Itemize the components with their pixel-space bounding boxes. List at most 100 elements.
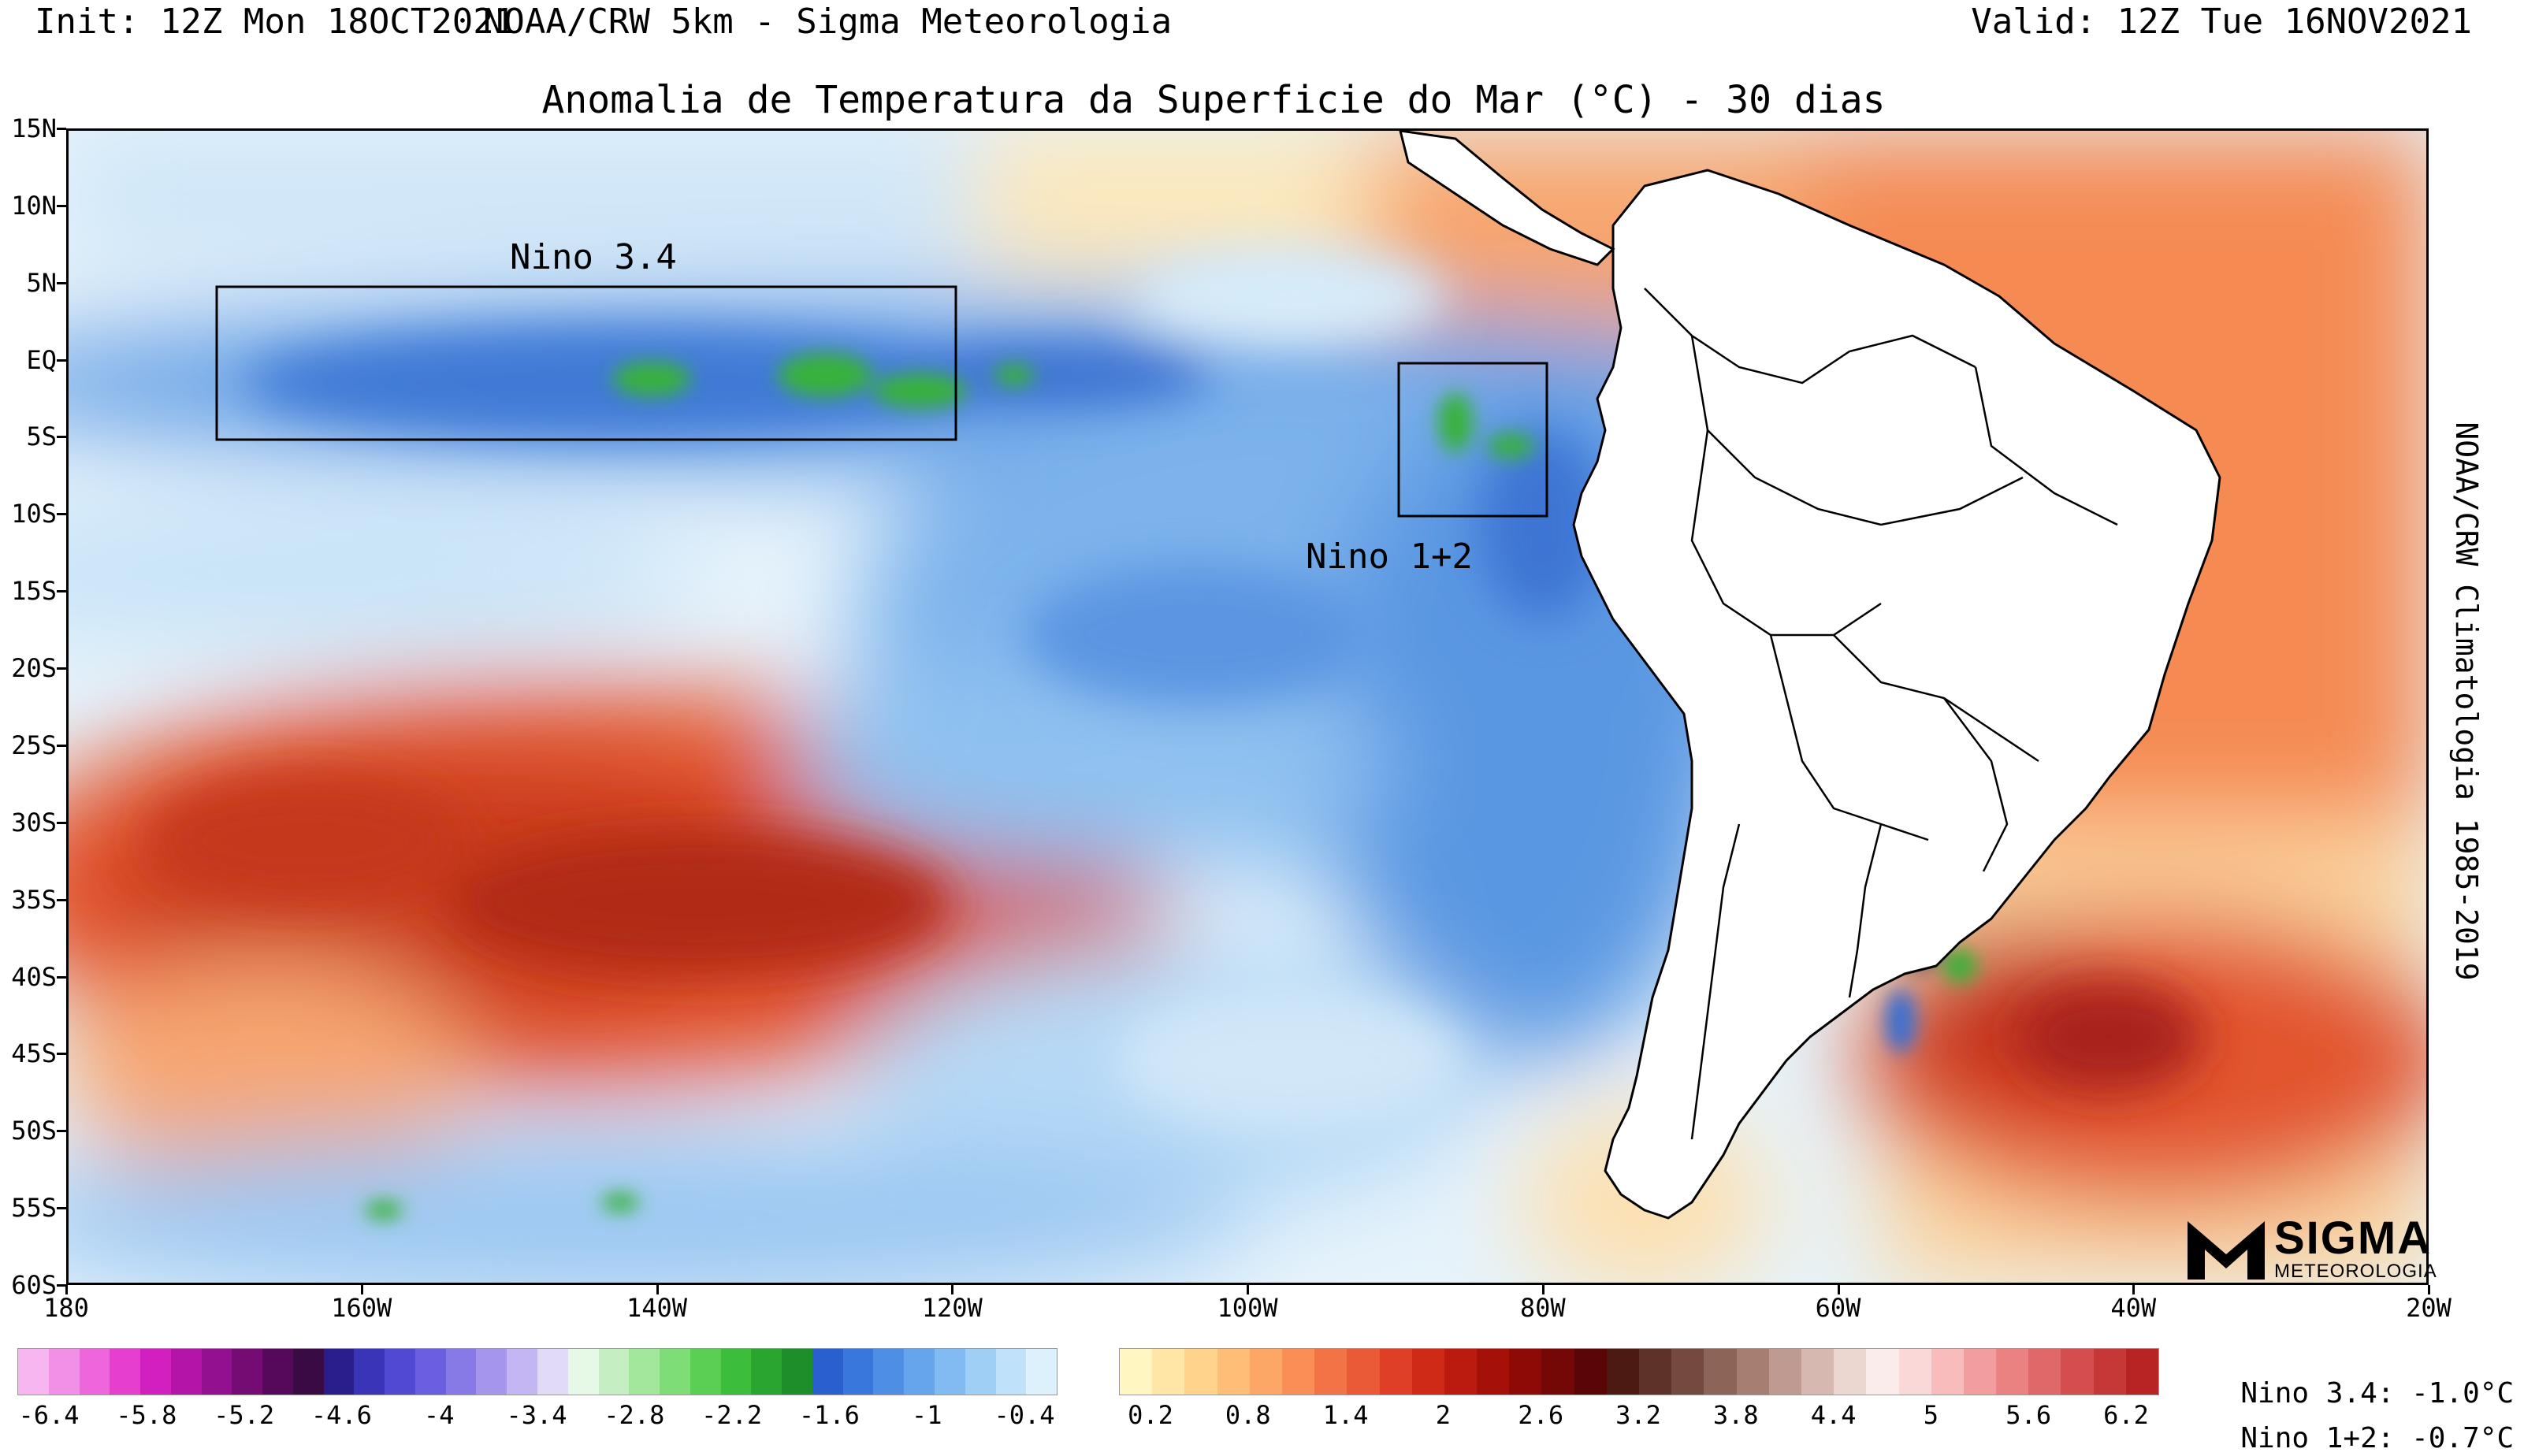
colorbar-swatch — [354, 1349, 385, 1395]
colorbar-swatch — [537, 1349, 568, 1395]
logo-name: SIGMA — [2274, 1213, 2433, 1264]
colorbar-swatch — [1996, 1349, 2029, 1395]
colorbar-label: 0.8 — [1225, 1400, 1271, 1430]
colorbar-swatch — [1509, 1349, 1542, 1395]
colorbar-swatch — [2028, 1349, 2061, 1395]
lat-tick — [57, 513, 66, 516]
colorbar-swatch — [690, 1349, 721, 1395]
climatology-label: NOAA/CRW Climatologia 1985-2019 — [2449, 422, 2484, 981]
lon-tick — [360, 1285, 363, 1294]
lat-tick-label: 5N — [26, 267, 57, 298]
lon-tick-label: 100W — [1217, 1293, 1278, 1323]
lat-tick-label: EQ — [26, 344, 57, 375]
colorbar-swatch — [18, 1349, 49, 1395]
colorbar-swatch — [567, 1349, 599, 1395]
colorbar-label: -1.6 — [798, 1400, 860, 1430]
lat-tick-label: 15S — [11, 576, 57, 607]
lon-tick — [2428, 1285, 2430, 1294]
lat-tick-label: 45S — [11, 1038, 57, 1069]
colorbar-label: 6.2 — [2103, 1400, 2149, 1430]
lat-tick — [57, 1207, 66, 1210]
lat-tick-label: 5S — [26, 422, 57, 452]
colorbar-swatch — [904, 1349, 935, 1395]
colorbar-swatch — [262, 1349, 293, 1395]
lat-tick-label: 10S — [11, 499, 57, 529]
lat-tick — [57, 204, 66, 207]
nino12-index: Nino 1+2: -0.7°C — [2206, 1387, 2514, 1456]
colorbar-label: -6.4 — [18, 1400, 80, 1430]
colorbar-swatch — [598, 1349, 630, 1395]
lon-tick — [1541, 1285, 1545, 1294]
country-borders — [1644, 288, 2118, 1140]
lat-tick — [57, 898, 66, 901]
lat-tick — [57, 590, 66, 593]
colorbar-swatch — [476, 1349, 507, 1395]
lat-tick — [57, 667, 66, 670]
lon-tick — [951, 1285, 954, 1294]
lon-tick — [656, 1285, 659, 1294]
colorbar-swatch — [1281, 1349, 1315, 1395]
colorbar-swatch — [1152, 1349, 1185, 1395]
colorbar-swatch — [842, 1349, 874, 1395]
colorbar-swatch — [812, 1349, 843, 1395]
colorbar-swatch — [507, 1349, 538, 1395]
colorbar-swatch — [79, 1349, 110, 1395]
colorbar-swatch — [445, 1349, 477, 1395]
colorbar-label: 5.6 — [2005, 1400, 2052, 1430]
lat-tick — [57, 744, 66, 747]
lat-tick-label: 25S — [11, 730, 57, 760]
sst-anomaly-map: Nino 3.4 Nino 1+2 — [66, 128, 2429, 1285]
colorbar-swatch — [1639, 1349, 1672, 1395]
colorbar-swatch — [934, 1349, 965, 1395]
colorbar-label: -2.8 — [604, 1400, 665, 1430]
colorbar-swatch — [1768, 1349, 1801, 1395]
lat-tick — [57, 358, 66, 362]
colorbar-swatch — [414, 1349, 446, 1395]
colorbar-label: -4 — [423, 1400, 455, 1430]
colorbar-swatch — [1314, 1349, 1347, 1395]
colorbar-swatch — [720, 1349, 752, 1395]
lat-tick — [57, 975, 66, 979]
lon-tick — [1837, 1285, 1840, 1294]
lat-tick — [57, 1130, 66, 1133]
lat-tick — [57, 821, 66, 824]
lon-tick — [65, 1285, 68, 1294]
colorbar-swatch — [1477, 1349, 1510, 1395]
colorbar-swatch — [1866, 1349, 1899, 1395]
colorbar-swatch — [995, 1349, 1027, 1395]
lat-tick-label: 15N — [11, 113, 57, 143]
nino34-index-value: -1.0°C — [2411, 1377, 2515, 1410]
colorbar-swatch — [660, 1349, 690, 1395]
colorbar-swatch — [323, 1349, 355, 1395]
lon-tick-label: 20W — [2406, 1293, 2452, 1323]
colorbar-swatch — [1736, 1349, 1769, 1395]
nino34-box — [215, 285, 957, 441]
lat-tick — [57, 1284, 66, 1287]
colorbar-swatch — [385, 1349, 415, 1395]
source-label: NOAA/CRW 5km - Sigma Meteorologia — [482, 2, 1173, 42]
colorbar-swatch — [965, 1349, 996, 1395]
colorbar-swatch — [1574, 1349, 1607, 1395]
colorbar-swatch — [1963, 1349, 1997, 1395]
lon-tick-label: 40W — [2110, 1293, 2157, 1323]
lon-tick-label: 120W — [921, 1293, 983, 1323]
colorbar-swatch — [110, 1349, 141, 1395]
colorbar-swatch — [1026, 1349, 1058, 1395]
nino12-index-value: -0.7°C — [2411, 1422, 2515, 1454]
lon-tick — [2132, 1285, 2136, 1294]
colorbar-swatch — [873, 1349, 905, 1395]
colorbar-swatch — [1541, 1349, 1574, 1395]
lon-tick-label: 60W — [1815, 1293, 1861, 1323]
lat-tick-label: 60S — [11, 1270, 57, 1300]
sigma-logo: SIGMA METEOROLOGIA — [2183, 1213, 2437, 1284]
sigma-logo-mark-icon — [2188, 1221, 2265, 1280]
colorbar-swatch — [751, 1349, 782, 1395]
lon-tick-label: 80W — [1519, 1293, 1566, 1323]
colorbar-swatch — [1347, 1349, 1380, 1395]
colorbar-swatch — [1801, 1349, 1834, 1395]
colorbar-swatch — [170, 1349, 202, 1395]
logo-subtitle: METEOROLOGIA — [2274, 1261, 2437, 1282]
nino12-label: Nino 1+2 — [1306, 537, 1473, 577]
nino34-label: Nino 3.4 — [510, 237, 677, 277]
colorbar-swatch — [1671, 1349, 1704, 1395]
